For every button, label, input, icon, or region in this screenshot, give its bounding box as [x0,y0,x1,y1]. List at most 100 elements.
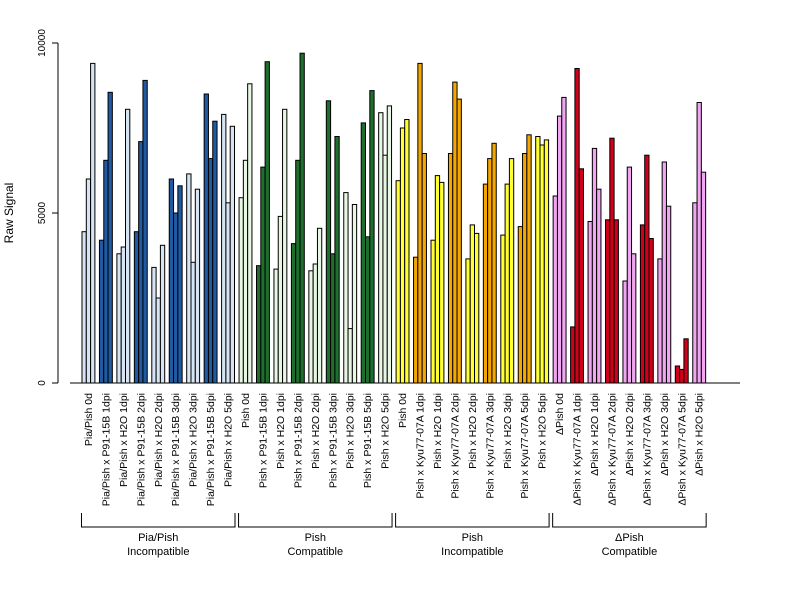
bar [578,168,585,384]
group-bracket [81,513,236,528]
bar [264,61,270,384]
bar [386,105,393,384]
bar [679,368,685,384]
group-label: ΔPish [615,532,644,544]
x-tick-label: Pish 0d [397,393,409,428]
x-tick-label: ΔPish 0d [554,393,566,435]
x-tick-label: ΔPish x Kyu77-07A 1dpi [572,393,584,506]
bar [242,159,249,384]
bar [194,188,201,384]
x-tick-label: ΔPish x Kyu77-07A 2dpi [606,393,618,506]
x-tick-label: Pia/Pish x H2O 3dpi [188,393,200,487]
bar [456,98,462,384]
bar [277,215,284,384]
x-tick-label: Pish x Kyu77-07A 1dpi [415,393,427,499]
bar [186,173,192,384]
bar [700,171,707,384]
bar [360,122,367,384]
bar [159,244,166,384]
bar [504,183,510,384]
bar [282,108,288,384]
bar [369,90,375,384]
bar [587,221,593,384]
bar [312,263,318,384]
bar [290,243,297,384]
bar [491,142,497,384]
bar [696,102,702,384]
bar [552,195,558,384]
x-tick-label: Pia/Pish x H2O 5dpi [223,393,235,487]
bar [674,365,681,384]
x-tick-label: Pia/Pish x H2O 1dpi [118,393,130,487]
bar [613,219,619,384]
bar [395,180,401,384]
bar [299,52,305,384]
bar [260,166,266,384]
bar [343,192,349,384]
bar [138,141,144,384]
x-tick-label: ΔPish x H2O 1dpi [589,393,601,476]
bar [648,238,654,384]
bar [605,219,611,384]
bar [452,81,458,384]
bar [539,144,545,384]
bar [535,136,541,384]
bar [330,253,336,384]
bar [692,202,698,384]
bar [622,280,628,384]
bar [543,139,550,384]
bar [103,159,109,384]
bar [482,183,489,384]
x-tick-label: Pia/Pish x P91-15B 5dpi [205,393,217,506]
bar [229,125,235,384]
bar [225,202,231,384]
bar [487,158,493,384]
bar [378,112,384,384]
bar [570,326,576,384]
bar [256,265,262,384]
bar [90,62,96,384]
y-axis: 0 5000 10000 [37,29,59,386]
bar [430,239,436,384]
bar [81,231,87,384]
bar [399,127,406,384]
group-sublabel: Incompatible [127,546,189,558]
x-tick-label: Pish 0d [240,393,252,428]
x-tick-label: Pish x H2O 2dpi [310,393,322,469]
bar [665,205,672,384]
bar [657,258,663,384]
bar [683,338,689,384]
group-sublabel: Compatible [287,546,343,558]
x-tick-label: Pish x P91-15B 3dpi [327,393,339,488]
group-label: Pia/Pish [138,532,178,544]
bar [517,226,524,384]
bar [107,91,113,384]
bar [526,134,532,384]
x-tick-label: Pish x P91-15B 2dpi [292,393,304,488]
group-bracket [552,513,707,528]
bar [561,96,567,384]
bar [596,188,602,384]
bar [98,239,105,384]
x-tick-label: Pish x Kyu77-07A 2dpi [449,393,461,499]
group-label: Pish [462,532,483,544]
x-tick-label: Pish x H2O 5dpi [380,393,392,469]
x-tick-label: Pish x H2O 3dpi [502,393,514,469]
x-tick-label: Pish x H2O 3dpi [345,393,357,469]
x-tick-label: Pia/Pish 0d [83,393,95,446]
bar [417,62,423,384]
bar [351,204,358,384]
group-sublabel: Compatible [602,546,658,558]
bar [639,224,646,384]
y-tick-label: 10000 [37,29,48,57]
bar [334,136,340,384]
bar [421,153,427,384]
bar [439,181,445,384]
bar [316,227,323,384]
bar [190,261,196,384]
x-tick-label: Pish x P91-15B 1dpi [257,393,269,488]
bar [591,147,598,384]
bar [142,79,148,384]
bar [365,236,371,384]
